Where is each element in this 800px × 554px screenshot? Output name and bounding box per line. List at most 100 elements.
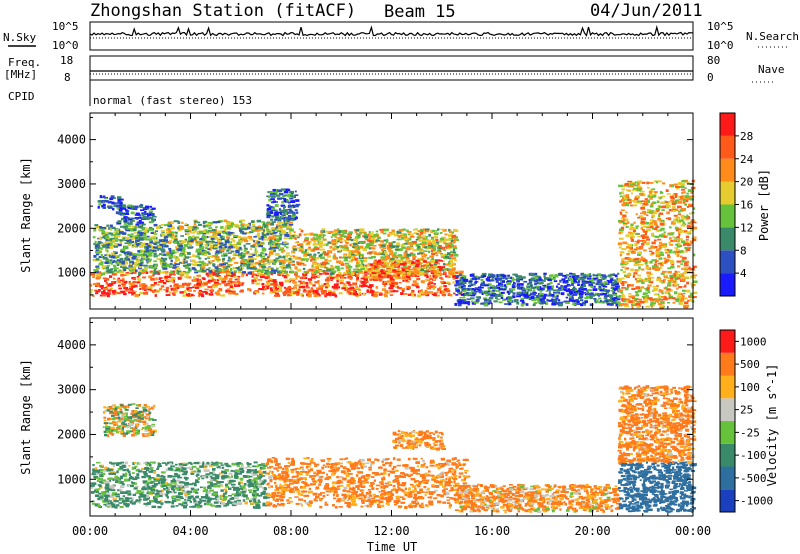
heatmap-cell	[370, 276, 373, 279]
heatmap-cell	[389, 284, 395, 288]
heatmap-cell	[269, 233, 273, 235]
heatmap-cell	[440, 256, 445, 258]
heatmap-cell	[342, 232, 347, 235]
heatmap-cell	[289, 236, 292, 240]
heatmap-cell	[463, 279, 468, 282]
heatmap-cell	[215, 253, 218, 256]
heatmap-cell	[404, 238, 409, 241]
heatmap-cell	[286, 226, 291, 229]
heatmap-cell	[448, 272, 452, 275]
heatmap-cell	[378, 262, 383, 266]
heatmap-cell	[692, 274, 698, 277]
heatmap-cell	[243, 264, 246, 267]
heatmap-cell	[188, 237, 191, 241]
heatmap-cell	[98, 262, 104, 266]
heatmap-cell	[145, 255, 149, 258]
heatmap-cell	[283, 209, 288, 212]
heatmap-cell	[362, 293, 366, 296]
heatmap-cell	[197, 221, 201, 224]
heatmap-cell	[405, 280, 410, 283]
heatmap-cell	[661, 233, 665, 235]
heatmap-cell	[320, 262, 324, 265]
heatmap-cell	[411, 264, 417, 266]
heatmap-cell	[254, 227, 258, 230]
heatmap-cell	[268, 248, 273, 250]
heatmap-cell	[259, 226, 264, 230]
heatmap-cell	[656, 230, 660, 233]
heatmap-cell	[486, 276, 492, 278]
heatmap-cell	[341, 274, 345, 278]
heatmap-cell	[289, 206, 294, 209]
heatmap-cell	[212, 278, 217, 282]
heatmap-cell	[621, 221, 625, 224]
heatmap-cell	[597, 293, 603, 296]
heatmap-cell	[327, 290, 332, 292]
heatmap-cell	[548, 277, 552, 280]
heatmap-cell	[339, 279, 344, 282]
heatmap-cell	[275, 201, 278, 203]
heatmap-cell	[560, 292, 565, 296]
heatmap-cell	[633, 258, 636, 262]
heatmap-cell	[106, 243, 111, 246]
heatmap-cell	[207, 221, 213, 225]
heatmap-cell	[137, 250, 140, 253]
heatmap-cell	[304, 237, 310, 240]
heatmap-cell	[313, 253, 317, 256]
heatmap-cell	[225, 270, 230, 274]
heatmap-cell	[241, 223, 245, 226]
heatmap-cell	[141, 214, 144, 217]
heatmap-cell	[290, 292, 294, 296]
heatmap-cell	[224, 241, 227, 245]
heatmap-cell	[682, 202, 687, 205]
heatmap-cell	[402, 233, 407, 236]
heatmap-cell	[409, 236, 415, 238]
heatmap-cell	[163, 243, 166, 247]
heatmap-cell	[519, 299, 525, 302]
heatmap-cell	[437, 259, 442, 262]
heatmap-cell	[630, 199, 636, 202]
heatmap-cell	[200, 246, 205, 249]
heatmap-cell	[340, 276, 345, 279]
heatmap-cell	[216, 237, 219, 241]
heatmap-cell	[658, 207, 661, 210]
heatmap-cell	[429, 277, 433, 281]
heatmap-cell	[262, 286, 265, 289]
heatmap-cell	[551, 302, 557, 306]
heatmap-cell	[102, 206, 107, 209]
heatmap-cell	[326, 255, 331, 258]
heatmap-cell	[529, 273, 535, 276]
heatmap-cell	[394, 290, 399, 293]
heatmap-cell	[171, 249, 176, 253]
heatmap-cell	[134, 264, 140, 267]
heatmap-cell	[375, 232, 379, 235]
heatmap-cell	[120, 279, 123, 282]
heatmap-cell	[133, 277, 137, 281]
heatmap-cell	[398, 255, 404, 259]
heatmap-cell	[116, 255, 120, 258]
heatmap-cell	[147, 208, 150, 210]
heatmap-cell	[609, 294, 614, 298]
heatmap-cell	[371, 265, 375, 269]
heatmap-cell	[160, 285, 165, 288]
heatmap-cell	[112, 277, 116, 280]
heatmap-cell	[106, 200, 112, 203]
heatmap-cell	[288, 257, 292, 261]
heatmap-cell	[279, 210, 285, 214]
heatmap-cell	[625, 202, 631, 204]
heatmap-cell	[621, 203, 626, 207]
heatmap-cell	[518, 278, 523, 281]
heatmap-cell	[443, 249, 446, 252]
heatmap-cell	[129, 224, 132, 227]
heatmap-cell	[353, 293, 358, 296]
heatmap-cell	[557, 289, 562, 292]
heatmap-cell	[104, 279, 107, 283]
heatmap-cell	[195, 226, 199, 230]
heatmap-cell	[672, 301, 676, 304]
heatmap-cell	[312, 284, 316, 287]
heatmap-cell	[643, 230, 648, 233]
heatmap-cell	[517, 291, 522, 294]
heatmap-cell	[99, 284, 104, 288]
heatmap-cell	[264, 225, 267, 229]
heatmap-cell	[494, 275, 497, 278]
heatmap-cell	[561, 278, 566, 281]
